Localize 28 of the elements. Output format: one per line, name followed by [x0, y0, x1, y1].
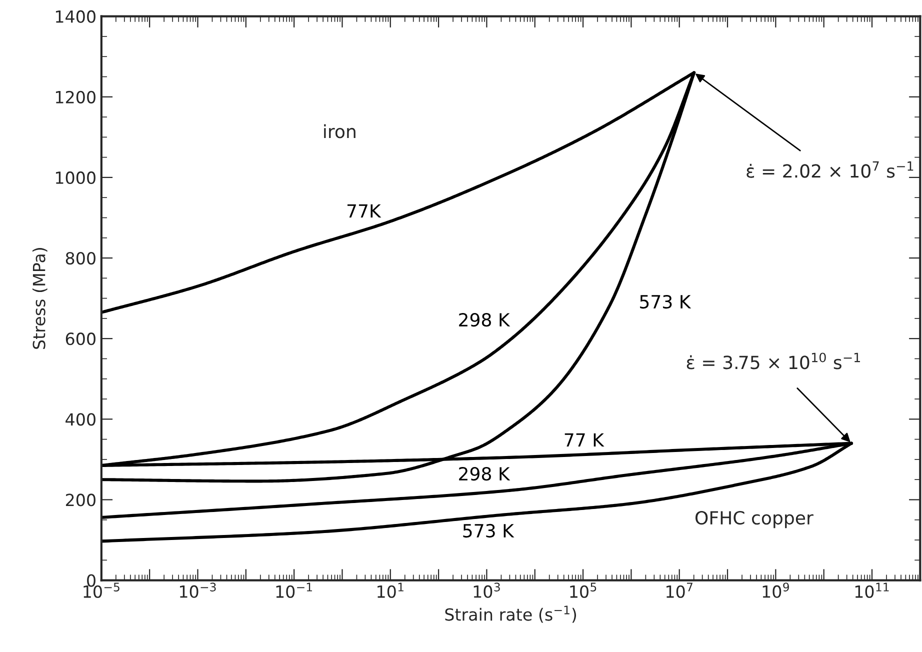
annotation: ε̇ = 2.02 × 10$^{7}$ s$^{−1}$: [746, 161, 914, 178]
y-tick-label: 600: [66, 332, 96, 346]
y-tick-label: 800: [66, 252, 96, 265]
y-tick-label: 1400: [56, 10, 96, 23]
annotation: iron: [324, 124, 356, 138]
series-label: 298 K: [459, 312, 510, 327]
x-tick-label: 10$^{9}$: [762, 582, 789, 598]
series-label: 573 K: [640, 294, 692, 309]
y-tick-label: 1000: [56, 171, 96, 184]
x-tick-label: 10$^{11}$: [855, 582, 889, 598]
series-label: 298 K: [459, 466, 510, 481]
x-tick-label: 10$^{7}$: [666, 582, 692, 598]
series-label: 77 K: [564, 433, 604, 447]
x-tick-label: 10$^{3}$: [474, 582, 500, 598]
y-tick-label: 400: [66, 413, 96, 426]
y-tick-label: 200: [66, 494, 96, 506]
x-axis-title: Strain rate (s$^{−1}$): [445, 606, 576, 623]
series-label: 573 K: [463, 524, 514, 538]
x-tick-label: 10$^{5}$: [570, 582, 596, 598]
series-label: 77K: [347, 204, 382, 218]
y-tick-label: 0: [87, 574, 96, 587]
annotation: ε̇ = 3.75 × 10$^{10}$ s$^{−1}$: [686, 352, 860, 370]
x-tick-label: 10$^{−3}$: [180, 582, 216, 598]
y-tick-label: 1200: [56, 90, 96, 104]
y-axis-title: Stress (MPa): [32, 248, 48, 349]
x-tick-label: 10$^{−1}$: [276, 582, 312, 598]
annotation: OFHC copper: [695, 510, 814, 528]
x-tick-label: 10$^{1}$: [378, 582, 404, 598]
